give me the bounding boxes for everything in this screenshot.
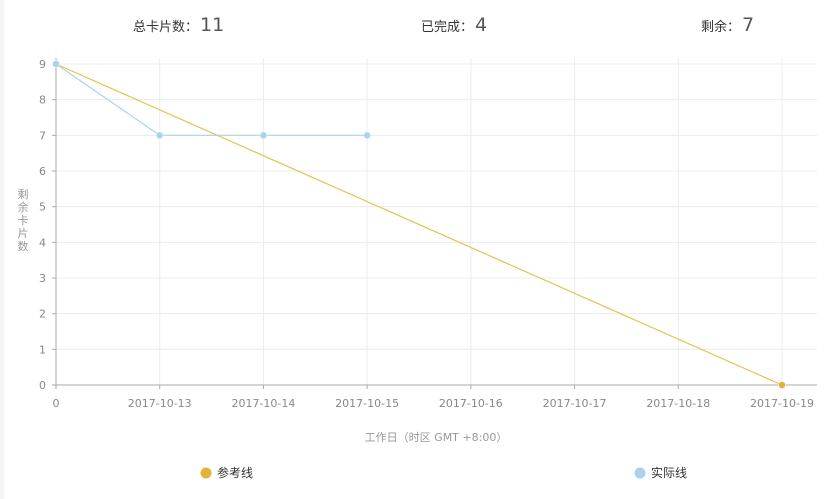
y-tick-label: 9 xyxy=(39,58,46,71)
actual-point xyxy=(52,60,60,68)
actual-line xyxy=(55,63,368,136)
legend-reference-swatch xyxy=(199,466,213,480)
completed-stat: 已完成： 4 xyxy=(421,14,487,36)
remaining-value: 7 xyxy=(742,14,755,36)
y-axis-title-char: 数 xyxy=(18,240,29,253)
x-tick-label: 2017-10-19 xyxy=(750,397,814,410)
actual-point xyxy=(259,131,268,140)
completed-value: 4 xyxy=(475,14,488,36)
reference-line xyxy=(55,63,783,386)
y-axis-title-char: 片 xyxy=(18,227,29,240)
legend-actual-label: 实际线 xyxy=(651,465,687,480)
y-axis-title-char: 卡 xyxy=(18,214,29,227)
y-tick-label: 2 xyxy=(39,308,46,321)
y-tick-label: 1 xyxy=(39,343,46,356)
y-tick-label: 5 xyxy=(39,201,46,214)
burndown-panel xyxy=(4,0,838,499)
y-axis-title-text: 剩余卡片数 xyxy=(18,188,29,253)
x-tick-label: 2017-10-17 xyxy=(543,397,607,410)
total-cards-value: 11 xyxy=(200,14,225,36)
chart-grid xyxy=(56,58,817,385)
x-tick-label: 2017-10-15 xyxy=(335,397,399,410)
y-tick-labels: 0 1 2 3 4 5 6 7 8 9 xyxy=(39,58,46,392)
remaining-stat: 剩余： 7 xyxy=(701,14,754,36)
x-tick-label: 0 xyxy=(53,397,60,410)
y-axis-title: 剩余卡片数 xyxy=(18,188,29,253)
chart-axes xyxy=(52,58,817,389)
x-tick-label: 2017-10-16 xyxy=(439,397,503,410)
legend-actual-swatch xyxy=(633,466,647,480)
actual-point xyxy=(155,131,164,140)
y-axis-title-char: 剩 xyxy=(18,188,29,201)
remaining-label: 剩余： xyxy=(701,20,741,35)
legend-reference-label: 参考线 xyxy=(217,465,253,480)
total-cards-stat: 总卡片数： 11 xyxy=(133,14,224,36)
chart-legend: 参考线 实际线 xyxy=(199,465,687,480)
y-tick-label: 7 xyxy=(39,129,46,142)
y-tick-label: 6 xyxy=(39,165,46,178)
y-tick-label: 4 xyxy=(39,236,46,249)
y-axis-title-char: 余 xyxy=(18,200,29,214)
x-axis-title: 工作日（时区 GMT +8:00） xyxy=(365,431,508,444)
x-tick-labels: 0 2017-10-13 2017-10-14 2017-10-15 2017-10-1… xyxy=(53,397,814,410)
y-tick-label: 0 xyxy=(39,379,46,392)
total-cards-label: 总卡片数： xyxy=(133,20,199,35)
chart-series xyxy=(52,60,786,389)
y-tick-label: 8 xyxy=(39,94,46,107)
reference-point xyxy=(778,381,786,389)
completed-label: 已完成： xyxy=(421,20,474,35)
x-tick-label: 2017-10-18 xyxy=(646,397,710,410)
x-tick-label: 2017-10-14 xyxy=(231,397,295,410)
x-tick-label: 2017-10-13 xyxy=(128,397,192,410)
actual-point xyxy=(363,131,371,140)
y-tick-label: 3 xyxy=(39,272,46,285)
